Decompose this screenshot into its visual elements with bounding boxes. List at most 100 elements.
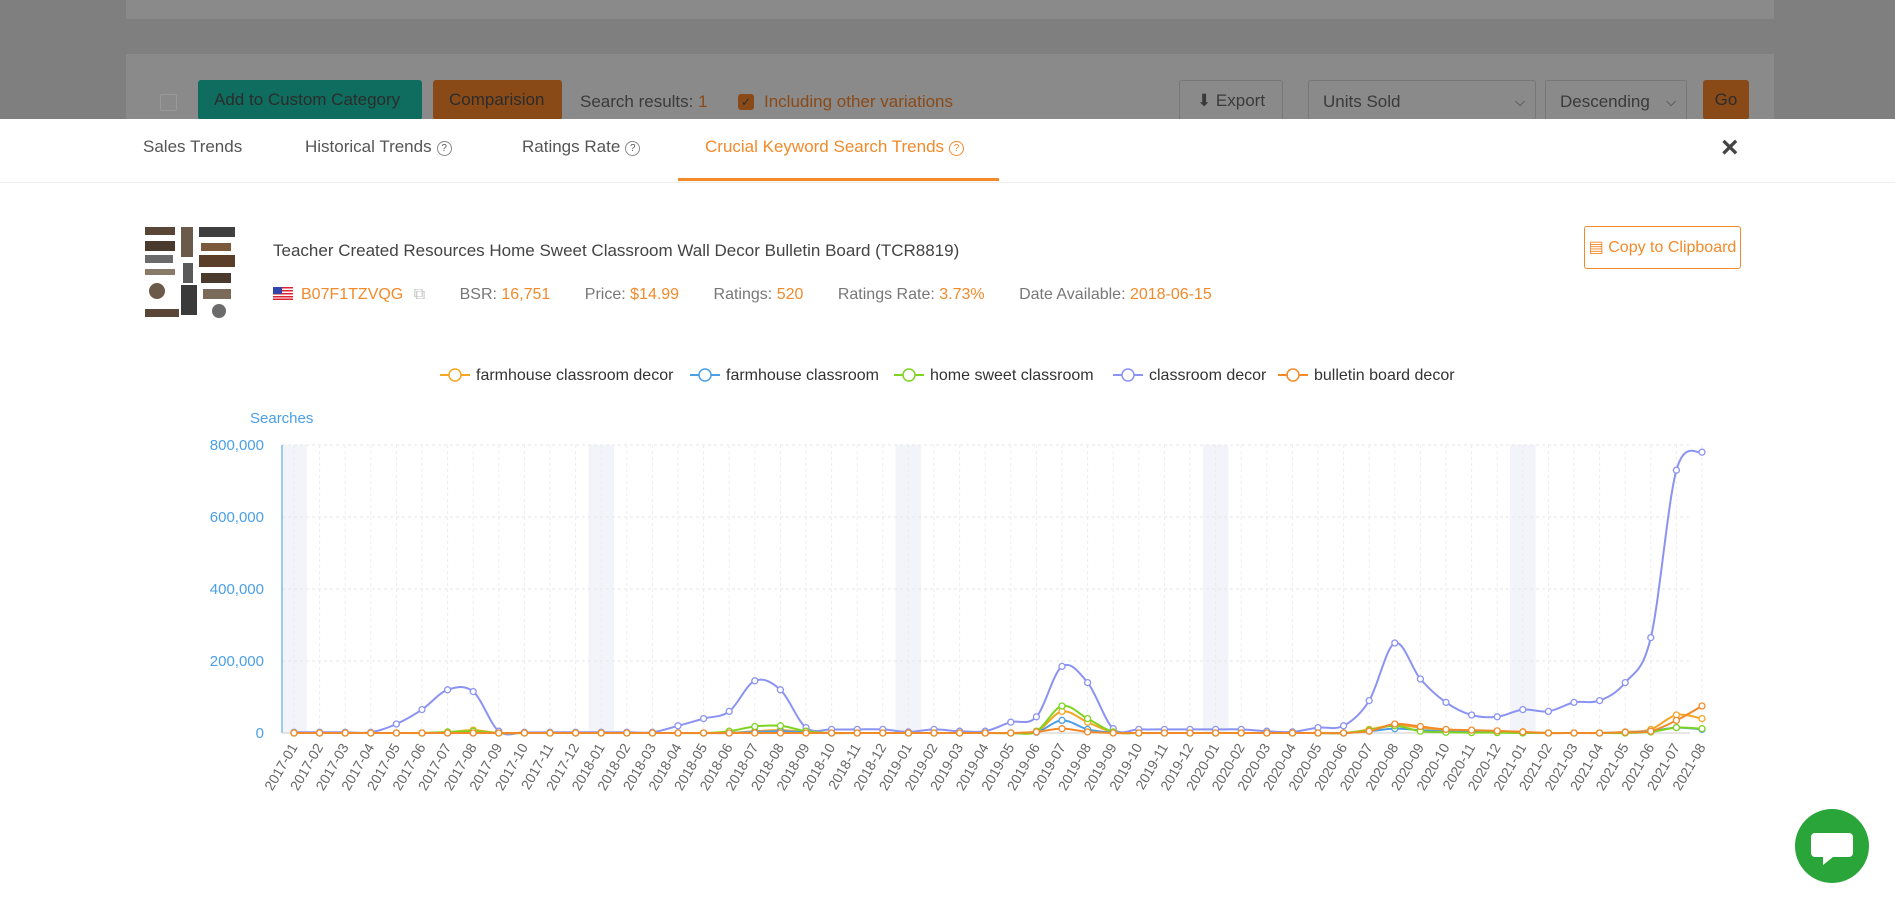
tab-sales-trends[interactable]: Sales Trends xyxy=(143,137,242,157)
price-value: $14.99 xyxy=(630,286,680,303)
legend-item[interactable]: farmhouse classroom decor xyxy=(440,367,673,385)
data-point xyxy=(1621,728,1629,736)
data-point xyxy=(1672,716,1681,725)
data-point xyxy=(725,707,733,716)
y-axis-title: Searches xyxy=(250,410,313,427)
data-point xyxy=(1442,698,1450,707)
add-custom-category-button[interactable]: Add to Custom Category xyxy=(198,80,422,120)
data-point xyxy=(1211,729,1220,737)
data-point xyxy=(469,729,477,737)
data-point xyxy=(1391,639,1399,647)
legend-marker-icon xyxy=(894,368,924,382)
product-meta: B07F1TZVQG ⧉ BSR: 16,751 Price: $14.99 R… xyxy=(273,286,1212,304)
legend-label: home sweet classroom xyxy=(930,367,1094,384)
data-point xyxy=(418,729,426,737)
legend-label: farmhouse classroom decor xyxy=(476,367,674,384)
legend-marker-icon xyxy=(1113,368,1143,382)
data-point xyxy=(674,722,682,730)
data-point xyxy=(1058,662,1066,671)
data-point xyxy=(1083,678,1092,687)
data-point xyxy=(1365,696,1373,705)
data-point xyxy=(1467,726,1476,734)
y-tick-label: 200,000 xyxy=(210,653,264,670)
export-label: Export xyxy=(1215,91,1266,110)
legend-item[interactable]: home sweet classroom xyxy=(894,367,1094,385)
price-label: Price: xyxy=(584,286,626,303)
data-point xyxy=(930,729,938,737)
data-point xyxy=(1544,729,1553,737)
search-results: Search results: 1 xyxy=(580,92,708,112)
data-point xyxy=(392,720,401,728)
data-point xyxy=(495,729,503,737)
data-point xyxy=(1032,713,1041,721)
data-point xyxy=(699,729,708,737)
data-point xyxy=(1339,722,1348,730)
ratings-value: 520 xyxy=(776,286,804,303)
keyword-search-trends-chart: 0200,000400,000600,000800,000Searches201… xyxy=(210,410,1709,793)
tab-label: Sales Trends xyxy=(143,137,243,156)
sort-field-select[interactable]: Units Sold ⌵ xyxy=(1308,80,1536,120)
chat-button[interactable] xyxy=(1795,809,1869,883)
legend-item[interactable]: classroom decor xyxy=(1113,367,1266,385)
data-point xyxy=(469,687,477,696)
help-icon[interactable]: ? xyxy=(436,141,452,156)
data-point xyxy=(802,729,810,737)
sort-order-select[interactable]: Descending ⌵ xyxy=(1545,80,1687,120)
search-results-label: Search results: xyxy=(580,92,694,111)
y-tick-label: 0 xyxy=(256,725,264,742)
data-point xyxy=(1698,725,1706,733)
data-point xyxy=(751,722,759,731)
data-point xyxy=(1698,702,1706,710)
legend-item[interactable]: bulletin board decor xyxy=(1278,367,1455,385)
data-point xyxy=(1263,729,1271,737)
asin-link[interactable]: B07F1TZVQG xyxy=(301,286,404,303)
copy-to-clipboard-button[interactable]: ▤ Copy to Clipboard xyxy=(1584,226,1741,269)
tab-ratings-rate[interactable]: Ratings Rate? xyxy=(522,137,641,157)
data-point xyxy=(1698,448,1706,456)
data-point xyxy=(1007,718,1015,726)
data-point xyxy=(571,729,580,737)
us-flag-icon xyxy=(273,287,293,300)
data-point xyxy=(879,729,887,737)
data-point xyxy=(1007,729,1015,737)
select-all-checkbox[interactable] xyxy=(160,94,177,111)
data-point xyxy=(776,686,785,694)
go-button[interactable]: Go xyxy=(1703,80,1749,120)
search-results-count: 1 xyxy=(698,92,708,111)
data-point xyxy=(1519,705,1527,714)
tab-label: Ratings Rate xyxy=(522,137,621,156)
data-point xyxy=(1416,675,1425,683)
tab-historical-trends[interactable]: Historical Trends? xyxy=(305,137,452,157)
data-point xyxy=(674,729,682,737)
legend-marker-icon xyxy=(440,368,470,382)
data-point xyxy=(623,729,631,737)
data-point xyxy=(827,729,836,737)
data-point xyxy=(1698,714,1706,723)
data-point xyxy=(1595,696,1604,705)
help-icon[interactable]: ? xyxy=(949,141,965,156)
external-link-icon[interactable]: ⧉ xyxy=(413,286,426,303)
data-point xyxy=(597,729,605,737)
data-point xyxy=(1135,729,1143,737)
data-point xyxy=(341,729,349,737)
tab-bar: Sales Trends Historical Trends? Ratings … xyxy=(0,119,1895,183)
data-point xyxy=(1391,720,1399,728)
data-point xyxy=(367,729,375,737)
product-thumbnail[interactable] xyxy=(143,225,239,321)
data-point xyxy=(1083,728,1092,736)
tab-crucial-keyword-search-trends[interactable]: Crucial Keyword Search Trends? xyxy=(705,137,965,157)
comparison-button[interactable]: Comparision xyxy=(433,80,562,120)
data-point xyxy=(315,729,324,737)
including-variations-checkbox[interactable]: ✓ xyxy=(738,94,754,110)
close-icon[interactable]: × xyxy=(1721,131,1739,164)
data-point xyxy=(1519,728,1527,736)
legend-label: classroom decor xyxy=(1149,367,1267,384)
data-point xyxy=(776,722,785,730)
export-button[interactable]: ⬇ Export xyxy=(1179,80,1283,122)
background-page: Add to Custom Category Comparision Searc… xyxy=(0,0,1895,122)
help-icon[interactable]: ? xyxy=(625,141,641,156)
background-card xyxy=(126,0,1774,19)
data-point xyxy=(1032,728,1041,736)
legend-item[interactable]: farmhouse classroom xyxy=(690,367,879,385)
chevron-down-icon: ⌵ xyxy=(1666,94,1676,109)
